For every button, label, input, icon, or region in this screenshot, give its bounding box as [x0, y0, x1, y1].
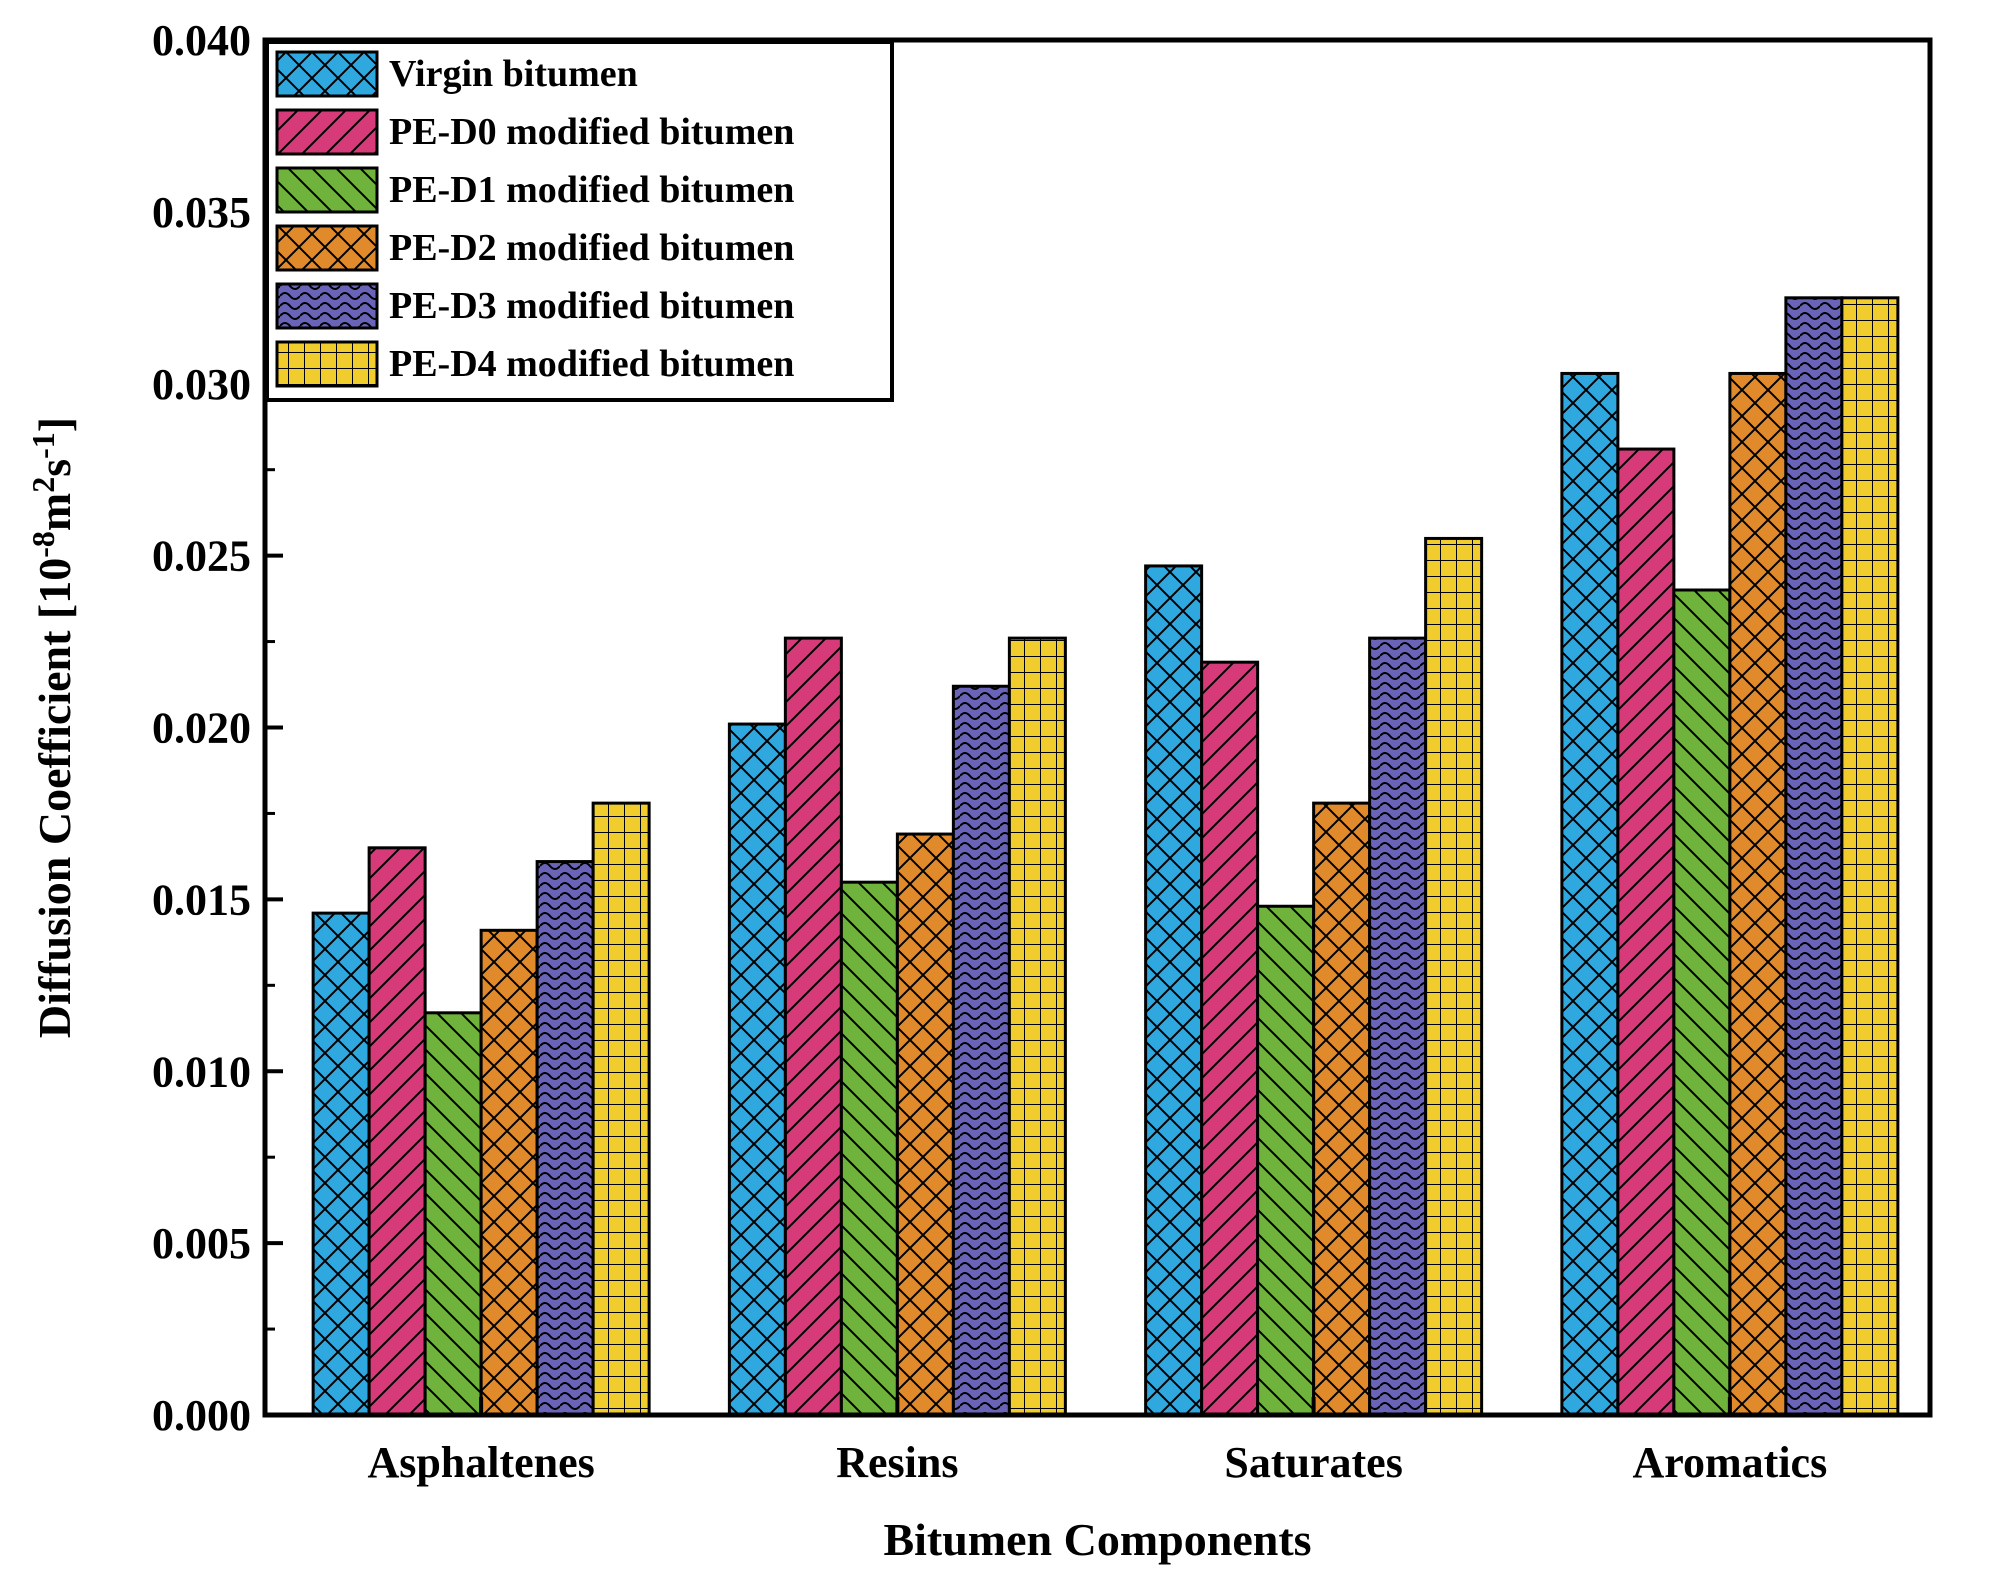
bars-layer: [311, 296, 1900, 1417]
legend-label-3: PE-D1 modified bitumen: [389, 169, 794, 211]
legend-label-2: PE-D0 modified bitumen: [389, 111, 794, 153]
y-tick-label: 0.005: [152, 1219, 251, 1268]
x-axis-title: Bitumen Components: [883, 1514, 1311, 1565]
legend-box: [265, 40, 894, 402]
y-axis-title-sup-1: -8: [25, 531, 61, 558]
legend-swatch-6: [275, 340, 379, 388]
y-tick-label: 0.020: [152, 704, 251, 753]
bar-aromatics-series-3: [1672, 588, 1732, 1417]
y-tick-label: 0.030: [152, 360, 251, 409]
y-axis-title-sup-2: 2: [25, 477, 61, 493]
bar-aromatics-series-6: [1840, 296, 1900, 1417]
legend-swatch-3: [275, 166, 379, 214]
bar-asphaltenes-series-4: [479, 928, 539, 1417]
bar-asphaltenes-series-2: [367, 846, 427, 1417]
y-tick-label: 0.000: [152, 1391, 251, 1440]
bar-saturates-series-3: [1256, 904, 1316, 1417]
bar-saturates-series-4: [1312, 801, 1372, 1417]
legend-label-5: PE-D3 modified bitumen: [389, 285, 794, 327]
bar-saturates-series-2: [1200, 660, 1260, 1417]
y-tick-label: 0.040: [152, 16, 251, 65]
bar-aromatics-series-2: [1616, 447, 1676, 1417]
y-axis-title-main: Diffusion Coefficient [10: [29, 558, 80, 1038]
bar-asphaltenes-series-6: [591, 801, 651, 1417]
y-tick-label: 0.015: [152, 875, 251, 924]
bar-saturates-series-1: [1144, 564, 1204, 1417]
legend-label-4: PE-D2 modified bitumen: [389, 227, 794, 269]
x-category-label-asphaltenes: Asphaltenes: [367, 1438, 594, 1487]
legend-swatch-5: [275, 282, 379, 330]
x-category-label-aromatics: Aromatics: [1633, 1438, 1828, 1487]
bar-aromatics-series-1: [1560, 371, 1620, 1417]
y-tick-label: 0.035: [152, 188, 251, 237]
y-axis-title-unit-m: m: [29, 493, 80, 531]
bar-resins-series-3: [839, 880, 899, 1417]
y-axis-title: Diffusion Coefficient [10-8m2s-1]: [25, 417, 80, 1038]
bar-aromatics-series-5: [1784, 296, 1844, 1417]
bar-asphaltenes-series-5: [535, 860, 595, 1417]
legend: Virgin bitumen PE-D0 modified bitumen PE-D…: [265, 40, 894, 402]
bar-saturates-series-5: [1368, 636, 1428, 1417]
legend-swatch-2: [275, 108, 379, 156]
y-axis-title-sup-3: -1: [25, 432, 61, 459]
y-axis-title-unit-s: s: [29, 459, 80, 477]
bar-resins-series-5: [951, 684, 1011, 1417]
legend-swatch-1: [275, 50, 379, 98]
legend-swatch-4: [275, 224, 379, 272]
y-axis-title-end: ]: [29, 417, 80, 432]
bar-resins-series-1: [727, 722, 787, 1417]
axis-labels: 0.000 0.005 0.010 0.015 0.020 0.025 0.030 0.035…: [152, 16, 1827, 1487]
bar-resins-series-2: [783, 636, 843, 1417]
y-tick-label: 0.010: [152, 1047, 251, 1096]
bar-saturates-series-6: [1424, 536, 1484, 1417]
bar-asphaltenes-series-1: [311, 911, 371, 1417]
bar-resins-series-6: [1007, 636, 1067, 1417]
x-category-label-resins: Resins: [836, 1438, 958, 1487]
bar-resins-series-4: [895, 832, 955, 1417]
legend-label-1: Virgin bitumen: [389, 53, 638, 95]
legend-label-6: PE-D4 modified bitumen: [389, 343, 794, 385]
y-tick-label: 0.025: [152, 532, 251, 581]
bar-asphaltenes-series-3: [423, 1011, 483, 1417]
x-category-label-saturates: Saturates: [1224, 1438, 1402, 1487]
bar-aromatics-series-4: [1728, 371, 1788, 1417]
